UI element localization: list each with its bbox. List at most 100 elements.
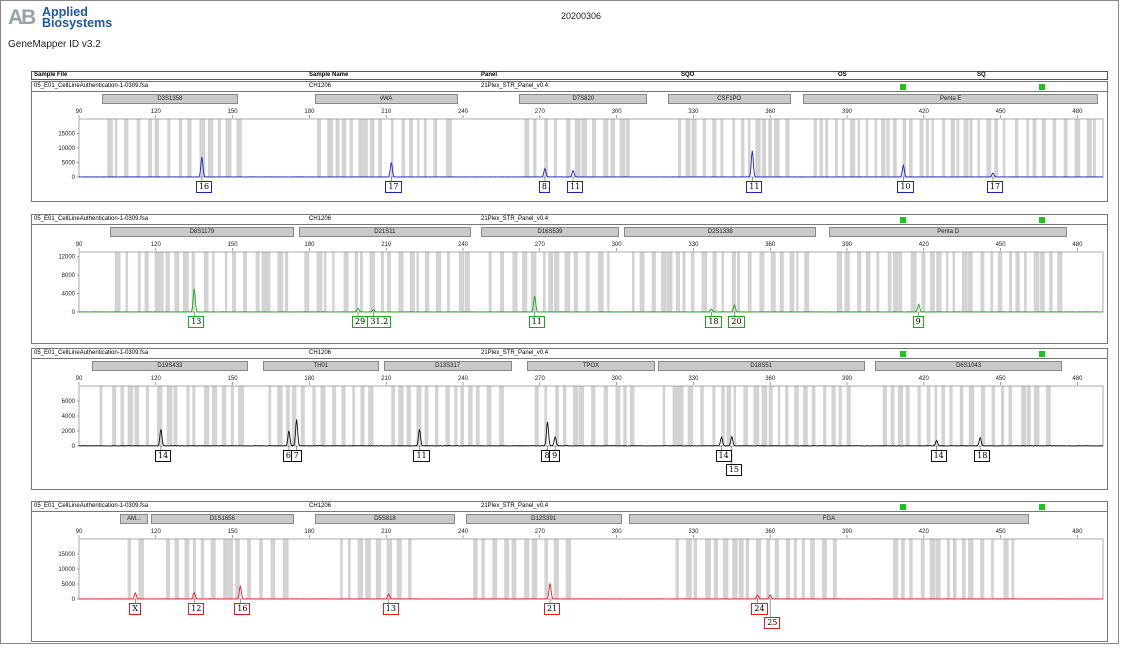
allele-bin [235, 539, 240, 599]
allele-bin [687, 386, 693, 446]
locus-bar[interactable]: D8S1179 [109, 227, 295, 237]
allele-bin [946, 539, 950, 599]
allele-call-label[interactable]: 10 [897, 181, 914, 193]
allele-call-label[interactable]: 25 [764, 617, 781, 629]
allele-bin [777, 386, 781, 446]
allele-call-label[interactable]: 11 [528, 316, 545, 328]
allele-call-label[interactable]: 18 [974, 450, 991, 462]
allele-bin [592, 119, 597, 177]
locus-bar[interactable]: TPOX [527, 361, 655, 371]
sample-file-name: 05_E01_CellLineAuthentication-1-0309.fsa [34, 503, 149, 509]
locus-bar[interactable]: TH01 [263, 361, 379, 371]
x-tick-label: 180 [304, 109, 315, 115]
allele-call-label[interactable]: 11 [567, 181, 584, 193]
locus-bar[interactable]: D21S11 [299, 227, 471, 237]
locus-bar[interactable]: D18S51 [657, 361, 865, 371]
locus-bar[interactable]: D13S317 [383, 361, 512, 371]
allele-bin [1011, 539, 1015, 599]
allele-bin [387, 252, 391, 312]
locus-bar[interactable]: D19S433 [91, 361, 248, 371]
allele-bin [210, 539, 216, 599]
allele-bin [531, 539, 538, 599]
allele-bin [340, 539, 343, 599]
allele-call-label[interactable]: 21 [544, 603, 561, 615]
allele-call-label[interactable]: 16 [195, 181, 213, 193]
locus-bar[interactable]: FGA [629, 514, 1029, 524]
allele-bin [591, 386, 596, 446]
allele-bin [530, 252, 537, 312]
locus-bar[interactable]: D5S818 [314, 514, 456, 524]
y-tick-label: 0 [72, 597, 76, 603]
x-tick-label: 330 [688, 109, 699, 115]
signal-trace [78, 583, 1104, 600]
allele-call-label[interactable]: 9 [912, 316, 924, 328]
x-tick-label: 420 [919, 376, 930, 382]
locus-bar[interactable]: Penta D [829, 227, 1068, 237]
allele-call-label[interactable]: 14 [715, 450, 732, 462]
allele-bin [266, 252, 271, 312]
y-tick-label: 5000 [62, 582, 76, 588]
allele-bin [991, 539, 994, 599]
allele-call-label[interactable]: 8 [538, 181, 550, 193]
y-tick-label: 2000 [62, 429, 76, 435]
allele-bin [793, 539, 797, 599]
locus-bar[interactable]: D3S1358 [102, 94, 238, 104]
allele-bin [930, 252, 935, 312]
allele-call-label[interactable]: 31.2 [367, 316, 392, 328]
allele-call-label[interactable]: 13 [382, 603, 399, 615]
allele-call-label[interactable]: 29 [352, 316, 369, 328]
locus-bar[interactable]: D7S820 [519, 94, 648, 104]
locus-bar[interactable]: D6S1043 [875, 361, 1063, 371]
allele-call-label[interactable]: 13 [188, 316, 205, 328]
allele-bin [610, 119, 615, 177]
allele-call-label[interactable]: 17 [385, 181, 402, 193]
signal-trace [78, 150, 1104, 178]
sample-name: CH1206 [309, 503, 332, 509]
allele-call-label[interactable]: 14 [154, 450, 172, 462]
allele-bin [585, 252, 590, 312]
allele-call-label[interactable]: 7 [290, 450, 302, 462]
sample-info-row: 05_E01_CellLineAuthentication-1-0309.fsa… [32, 502, 1107, 512]
allele-call-label[interactable]: X [129, 603, 142, 615]
y-tick-label: 10000 [58, 146, 75, 152]
x-tick-label: 270 [535, 376, 546, 382]
locus-bar[interactable]: D16S539 [480, 227, 620, 237]
allele-call-label[interactable]: 18 [705, 316, 722, 328]
allele-bin [564, 252, 571, 312]
allele-bin [277, 252, 284, 312]
allele-bin [732, 539, 738, 599]
allele-bin [804, 252, 810, 312]
allele-call-label[interactable]: 16 [234, 603, 251, 615]
allele-call-label[interactable]: 15 [725, 464, 742, 476]
allele-call-label[interactable]: 20 [728, 316, 745, 328]
allele-bin [230, 386, 234, 446]
locus-bar[interactable]: D2S1338 [624, 227, 817, 237]
allele-bin [661, 252, 667, 312]
locus-bar[interactable]: D12S391 [465, 514, 622, 524]
allele-bin [435, 252, 442, 312]
allele-bin [832, 539, 837, 599]
locus-bar[interactable]: AM... [119, 514, 149, 524]
allele-bin [424, 386, 429, 446]
allele-call-label[interactable]: 24 [751, 603, 768, 615]
allele-bin [386, 539, 393, 599]
allele-call-label[interactable]: 12 [188, 603, 205, 615]
x-tick-label: 480 [1072, 529, 1083, 535]
locus-bar[interactable]: Penta E [803, 94, 1098, 104]
allele-bin [291, 386, 297, 446]
allele-call-label[interactable]: 9 [549, 450, 561, 462]
allele-bin [184, 539, 190, 599]
allele-bin [789, 252, 795, 312]
locus-bar[interactable]: vWA [314, 94, 458, 104]
allele-call-label[interactable]: 14 [930, 450, 947, 462]
allele-bin [173, 386, 178, 446]
allele-bin [825, 119, 829, 177]
allele-bin [755, 119, 761, 177]
allele-call-label[interactable]: 17 [986, 181, 1004, 193]
allele-bin [946, 252, 949, 312]
locus-bar[interactable]: D1S1656 [150, 514, 295, 524]
locus-bar[interactable]: CSF1PO [667, 94, 791, 104]
allele-bin [120, 386, 125, 446]
allele-call-label[interactable]: 11 [746, 181, 763, 193]
allele-call-label[interactable]: 11 [413, 450, 430, 462]
